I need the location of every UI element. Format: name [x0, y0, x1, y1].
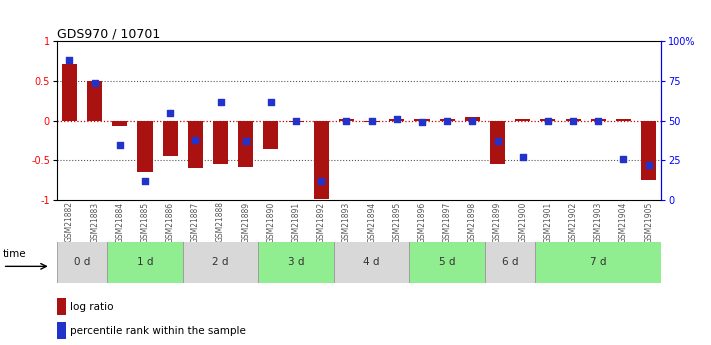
Text: 4 d: 4 d	[363, 257, 380, 267]
Text: 0 d: 0 d	[74, 257, 90, 267]
Text: GDS970 / 10701: GDS970 / 10701	[57, 27, 160, 40]
Point	[643, 162, 654, 168]
Point	[466, 118, 478, 124]
Bar	[490, 121, 505, 165]
Text: 2 d: 2 d	[213, 257, 229, 267]
Bar	[515, 119, 530, 121]
Bar	[314, 121, 328, 198]
Bar	[616, 119, 631, 121]
Bar	[62, 63, 77, 121]
Bar	[641, 121, 656, 180]
Bar	[57, 298, 66, 315]
Bar	[540, 119, 555, 121]
Text: 7 d: 7 d	[590, 257, 606, 267]
Bar	[334, 241, 410, 283]
Point	[492, 139, 503, 144]
Point	[215, 99, 226, 105]
Point	[366, 118, 378, 124]
Text: log ratio: log ratio	[70, 302, 114, 312]
Bar	[107, 241, 183, 283]
Point	[139, 178, 151, 184]
Point	[89, 80, 100, 86]
Text: 1 d: 1 d	[137, 257, 154, 267]
Bar	[137, 121, 153, 172]
Point	[265, 99, 277, 105]
Bar	[410, 241, 485, 283]
Bar	[112, 121, 127, 126]
Point	[341, 118, 352, 124]
Point	[64, 58, 75, 63]
Bar	[485, 241, 535, 283]
Point	[164, 110, 176, 116]
Text: percentile rank within the sample: percentile rank within the sample	[70, 326, 246, 336]
Text: 5 d: 5 d	[439, 257, 456, 267]
Bar	[258, 241, 334, 283]
Point	[114, 142, 126, 147]
Point	[417, 120, 428, 125]
Point	[391, 116, 402, 122]
Bar	[57, 322, 66, 339]
Bar	[289, 121, 304, 122]
Text: 6 d: 6 d	[502, 257, 518, 267]
Bar	[591, 119, 606, 121]
Point	[316, 178, 327, 184]
Bar	[339, 119, 354, 121]
Bar	[188, 121, 203, 168]
Bar	[415, 119, 429, 121]
Bar	[389, 119, 405, 121]
Bar	[263, 121, 279, 148]
Point	[517, 155, 528, 160]
Point	[618, 156, 629, 161]
Text: 3 d: 3 d	[288, 257, 304, 267]
Point	[567, 118, 579, 124]
Text: time: time	[3, 249, 26, 259]
Point	[240, 139, 252, 144]
Bar	[535, 241, 661, 283]
Bar	[57, 241, 107, 283]
Point	[442, 118, 453, 124]
Point	[592, 118, 604, 124]
Bar	[565, 119, 581, 121]
Point	[190, 137, 201, 142]
Bar	[364, 121, 379, 122]
Bar	[238, 121, 253, 167]
Bar	[87, 81, 102, 121]
Bar	[465, 117, 480, 121]
Bar	[183, 241, 258, 283]
Bar	[213, 121, 228, 165]
Bar	[163, 121, 178, 157]
Bar	[439, 119, 455, 121]
Point	[542, 118, 554, 124]
Point	[290, 118, 301, 124]
